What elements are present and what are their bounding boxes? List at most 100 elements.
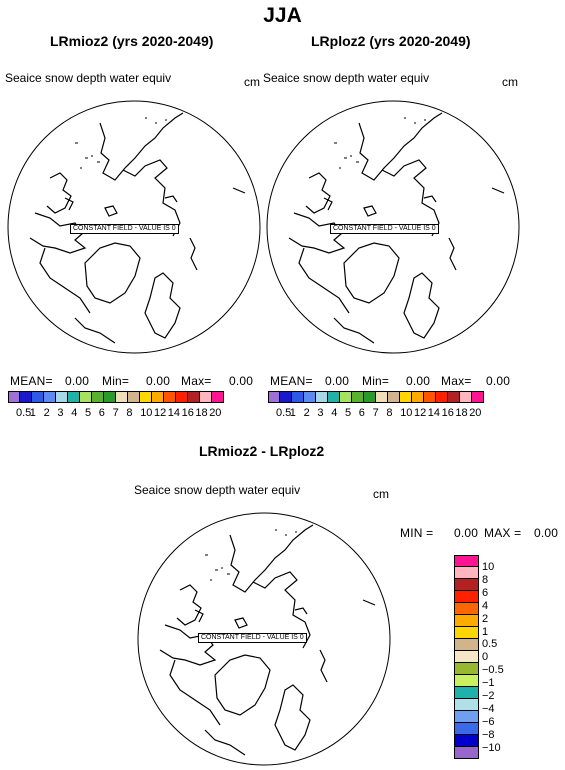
left-min-value: 0.00 bbox=[146, 374, 171, 388]
diff-colorbar-tick-label: 0 bbox=[482, 651, 489, 664]
diff-colorbar-swatch bbox=[454, 567, 479, 579]
left_panel-colorbar-tick-label: 3 bbox=[57, 407, 64, 419]
diff-colorbar-swatch bbox=[454, 627, 479, 639]
left-map-boundary-circle bbox=[7, 100, 261, 354]
diff-colorbar-swatch bbox=[454, 555, 479, 567]
left-panel-subtitle: LRmioz2 (yrs 2020-2049) bbox=[50, 33, 214, 49]
left-constant-field-label: CONSTANT FIELD - VALUE IS 0 bbox=[70, 224, 179, 234]
right_panel-colorbar-swatch bbox=[316, 391, 328, 403]
right_panel-colorbar-tick-label: 2 bbox=[303, 407, 310, 419]
left_panel-colorbar-swatch bbox=[20, 391, 32, 403]
left-colorbar bbox=[8, 391, 224, 403]
diff-colorbar-tick-label: −1 bbox=[482, 677, 495, 690]
diff-colorbar-tick-label: −10 bbox=[482, 741, 501, 754]
diff-colorbar-swatch bbox=[454, 747, 479, 759]
left_panel-colorbar-swatch bbox=[152, 391, 164, 403]
right-panel-units: cm bbox=[502, 75, 518, 89]
diff-colorbar-swatch bbox=[454, 579, 479, 591]
left_panel-colorbar-swatch bbox=[164, 391, 176, 403]
left-panel-units: cm bbox=[244, 75, 260, 89]
right_panel-colorbar-tick-label: 8 bbox=[386, 407, 393, 419]
diff-constant-field-label: CONSTANT FIELD - VALUE IS 0 bbox=[198, 633, 307, 643]
left_panel-colorbar-swatch bbox=[128, 391, 140, 403]
diff-max-value: 0.00 bbox=[534, 526, 559, 540]
left_panel-colorbar-swatch bbox=[212, 391, 224, 403]
left_panel-colorbar-swatch bbox=[56, 391, 68, 403]
left_panel-colorbar-tick-label: 18 bbox=[195, 407, 208, 419]
right_panel-colorbar-tick-label: 0.5 bbox=[276, 407, 292, 419]
left-panel-variable-label: Seaice snow depth water equiv bbox=[5, 71, 172, 85]
right_panel-colorbar-tick-label: 20 bbox=[469, 407, 482, 419]
right-colorbar-ticks: 0.5 1 2 3 4 5 6 7 8 10 12 14 16 18 20 bbox=[268, 407, 520, 421]
diff-colorbar-swatch bbox=[454, 723, 479, 735]
left-arctic-map bbox=[7, 100, 261, 354]
right-coastlines bbox=[288, 112, 505, 344]
left_panel-colorbar-swatch bbox=[116, 391, 128, 403]
right-constant-field-label: CONSTANT FIELD - VALUE IS 0 bbox=[330, 224, 439, 234]
right-max-label: Max= bbox=[441, 374, 472, 388]
right_panel-colorbar-swatch bbox=[376, 391, 388, 403]
left-min-label: Min= bbox=[102, 374, 130, 388]
diff-colorbar-tick-label: 2 bbox=[482, 612, 489, 625]
diff-colorbar-tick-label: 4 bbox=[482, 599, 489, 612]
diff-colorbar-tick-label: −8 bbox=[482, 728, 495, 741]
left_panel-colorbar-tick-label: 8 bbox=[126, 407, 133, 419]
right_panel-colorbar-swatch bbox=[448, 391, 460, 403]
diff-colorbar-ticks: 10 8 6 4 2 1 0.5 0 −0.5 −1 −2 −4 −6 −8 −10 bbox=[482, 555, 542, 765]
left_panel-colorbar-tick-label: 7 bbox=[112, 407, 119, 419]
left_panel-colorbar-tick-label: 20 bbox=[209, 407, 222, 419]
right_panel-colorbar-swatch bbox=[292, 391, 304, 403]
diff-colorbar-tick-label: −2 bbox=[482, 690, 495, 702]
right_panel-colorbar-tick-label: 18 bbox=[455, 407, 468, 419]
left_panel-colorbar-tick-label: 2 bbox=[43, 407, 50, 419]
left_panel-colorbar-swatch bbox=[200, 391, 212, 403]
diff-arctic-map bbox=[137, 512, 391, 766]
diff-colorbar-swatch bbox=[454, 687, 479, 699]
left_panel-colorbar-tick-label: 4 bbox=[71, 407, 78, 419]
left_panel-colorbar-swatch bbox=[188, 391, 200, 403]
right_panel-colorbar-swatch bbox=[460, 391, 472, 403]
diff-colorbar-swatch bbox=[454, 663, 479, 675]
diff-colorbar-swatch bbox=[454, 651, 479, 663]
right_panel-colorbar-swatch bbox=[364, 391, 376, 403]
right_panel-colorbar-tick-label: 1 bbox=[289, 407, 296, 419]
right-max-value: 0.00 bbox=[486, 374, 511, 388]
right-min-value: 0.00 bbox=[406, 374, 431, 388]
right_panel-colorbar-swatch bbox=[328, 391, 340, 403]
diff-coastlines bbox=[159, 524, 376, 756]
right_panel-colorbar-tick-label: 3 bbox=[317, 407, 324, 419]
left_panel-colorbar-tick-label: 1 bbox=[29, 407, 36, 419]
right-min-label: Min= bbox=[362, 374, 390, 388]
right_panel-colorbar-tick-label: 16 bbox=[441, 407, 454, 419]
left-max-label: Max= bbox=[181, 374, 212, 388]
diff-colorbar-swatch bbox=[454, 699, 479, 711]
left_panel-colorbar-swatch bbox=[176, 391, 188, 403]
left_panel-colorbar-swatch bbox=[44, 391, 56, 403]
left_panel-colorbar-tick-label: 6 bbox=[98, 407, 105, 419]
right_panel-colorbar-tick-label: 4 bbox=[331, 407, 338, 419]
diff-colorbar-tick-label: −6 bbox=[482, 715, 495, 728]
right_panel-colorbar-swatch bbox=[400, 391, 412, 403]
diff-colorbar-swatch bbox=[454, 615, 479, 627]
left_panel-colorbar-swatch bbox=[32, 391, 44, 403]
left_panel-colorbar-tick-label: 14 bbox=[167, 407, 181, 419]
left_panel-colorbar-tick-label: 0.5 bbox=[16, 407, 32, 419]
diff-colorbar-tick-label: 1 bbox=[482, 625, 489, 638]
diff-colorbar-tick-label: 8 bbox=[482, 573, 489, 586]
left-mean-label: MEAN= bbox=[10, 374, 53, 388]
diff-max-label: MAX = bbox=[484, 526, 522, 540]
diff-colorbar-swatch bbox=[454, 711, 479, 723]
right_panel-colorbar-swatch bbox=[412, 391, 424, 403]
right_panel-colorbar-tick-label: 5 bbox=[345, 407, 352, 419]
left-coastlines bbox=[29, 112, 246, 344]
diff-panel-units: cm bbox=[373, 487, 389, 501]
diff-min-label: MIN = bbox=[400, 526, 434, 540]
diff-min-value: 0.00 bbox=[454, 526, 479, 540]
left_panel-colorbar-swatch bbox=[104, 391, 116, 403]
right_panel-colorbar-tick-label: 14 bbox=[427, 407, 441, 419]
left_panel-colorbar-swatch bbox=[68, 391, 80, 403]
right-map-boundary-circle bbox=[266, 100, 520, 354]
right_panel-colorbar-swatch bbox=[340, 391, 352, 403]
right_panel-colorbar-tick-label: 10 bbox=[400, 407, 413, 419]
left_panel-colorbar-tick-label: 10 bbox=[140, 407, 153, 419]
